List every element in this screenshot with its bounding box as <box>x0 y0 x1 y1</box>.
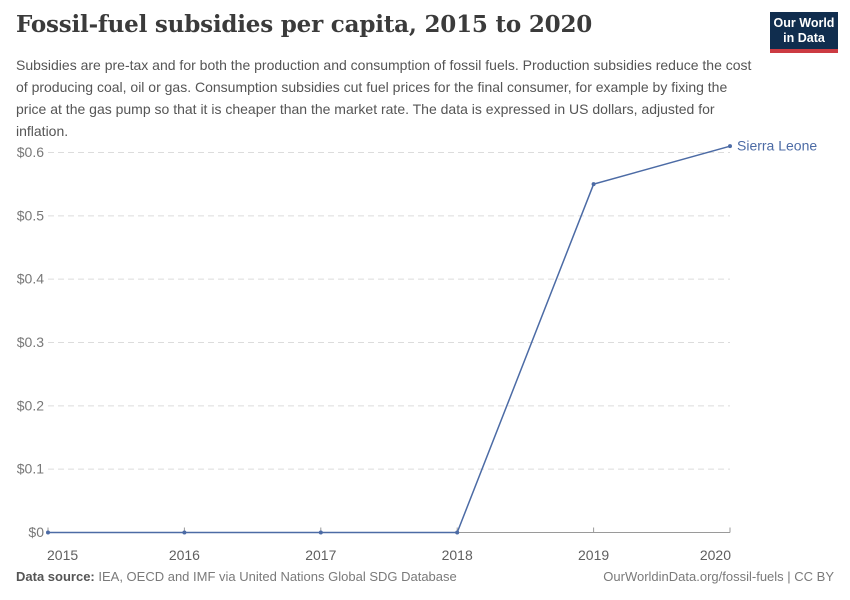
data-source-label: Data source: <box>16 569 95 584</box>
data-point[interactable] <box>728 144 732 149</box>
x-axis-tick-label: 2015 <box>47 547 78 563</box>
data-point[interactable] <box>318 530 323 535</box>
y-axis-tick-label: $0.3 <box>17 334 44 350</box>
x-axis-tick-label: 2018 <box>442 547 473 563</box>
data-point[interactable] <box>455 530 460 535</box>
credit-link[interactable]: OurWorldinData.org/fossil-fuels | CC BY <box>603 569 834 584</box>
y-axis-tick-label: $0.1 <box>17 461 44 477</box>
chart-subtitle: Subsidies are pre-tax and for both the p… <box>16 57 752 139</box>
y-axis-tick-label: $0.2 <box>17 397 44 413</box>
data-point[interactable] <box>46 530 50 535</box>
page-title: Fossil-fuel subsidies per capita, 2015 t… <box>16 11 593 38</box>
x-axis-tick-label: 2016 <box>169 547 200 563</box>
series-end-label[interactable]: Sierra Leone <box>737 138 817 154</box>
data-point[interactable] <box>591 182 596 187</box>
y-axis-tick-label: $0.5 <box>17 207 44 223</box>
x-axis-tick-label: 2019 <box>578 547 609 563</box>
y-axis-tick-label: $0.6 <box>17 144 44 160</box>
y-axis-tick-label: $0.4 <box>17 271 44 287</box>
data-line[interactable] <box>48 145 731 534</box>
x-axis-tick-label: 2020 <box>700 547 731 563</box>
y-axis-tick-label: $0 <box>28 524 44 540</box>
owid-logo-line1: Our World <box>773 16 835 30</box>
x-axis-tick-label: 2017 <box>305 547 336 563</box>
data-point[interactable] <box>182 530 187 535</box>
data-source-text: IEA, OECD and IMF via United Nations Glo… <box>98 569 457 584</box>
data-source-note: Data source: IEA, OECD and IMF via Unite… <box>16 569 457 584</box>
owid-logo-line2: in Data <box>783 31 825 45</box>
owid-logo[interactable]: Our World in Data <box>770 12 838 53</box>
